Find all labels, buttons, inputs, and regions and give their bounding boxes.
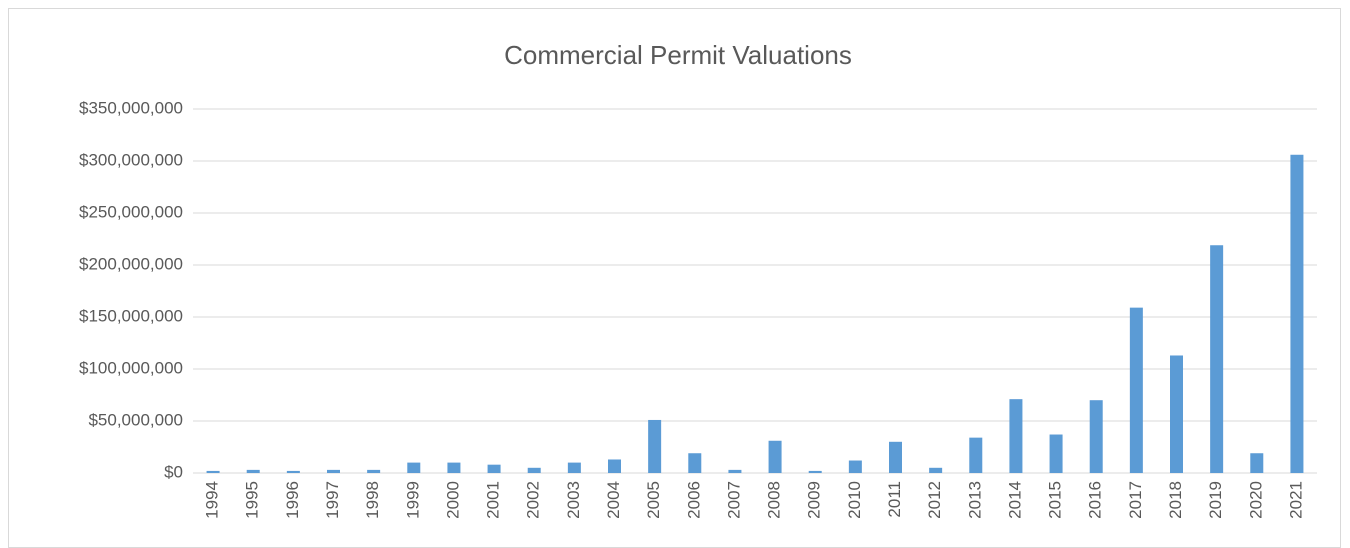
bar — [969, 437, 983, 473]
y-tick-label: $300,000,000 — [79, 150, 183, 169]
y-tick-label: $0 — [164, 462, 183, 481]
bar — [1290, 154, 1304, 473]
y-tick-label: $100,000,000 — [79, 358, 183, 377]
bar — [527, 467, 541, 473]
x-tick-label: 2009 — [805, 481, 824, 519]
bar — [567, 462, 581, 473]
y-tick-label: $200,000,000 — [79, 254, 183, 273]
x-tick-label: 2011 — [885, 481, 904, 518]
x-tick-label: 2021 — [1286, 481, 1305, 519]
y-tick-label: $250,000,000 — [79, 202, 183, 221]
bar — [367, 469, 381, 473]
bar — [848, 460, 862, 473]
bar — [1089, 400, 1103, 473]
x-tick-label: 1999 — [403, 481, 422, 519]
x-tick-label: 2005 — [644, 481, 663, 519]
x-tick-label: 1998 — [363, 481, 382, 519]
x-tick-label: 2001 — [484, 481, 503, 519]
bar — [1250, 453, 1264, 473]
x-tick-label: 2006 — [684, 481, 703, 519]
y-tick-label: $150,000,000 — [79, 306, 183, 325]
x-tick-label: 2017 — [1126, 481, 1145, 519]
x-tick-label: 2004 — [604, 481, 623, 519]
bar — [447, 462, 461, 473]
chart-title: Commercial Permit Valuations — [504, 40, 852, 70]
x-tick-label: 1994 — [203, 481, 222, 519]
bar — [407, 462, 421, 473]
x-tick-label: 2019 — [1206, 481, 1225, 519]
bar — [929, 467, 943, 473]
x-tick-label: 2018 — [1166, 481, 1185, 519]
x-tick-label: 2002 — [524, 481, 543, 519]
bar — [648, 419, 662, 473]
bar — [728, 469, 742, 473]
x-tick-label: 2008 — [765, 481, 784, 519]
x-tick-label: 2007 — [724, 481, 743, 519]
x-tick-label: 2013 — [965, 481, 984, 519]
x-tick-label: 2014 — [1005, 481, 1024, 519]
x-tick-label: 2010 — [845, 481, 864, 519]
x-tick-label: 2016 — [1086, 481, 1105, 519]
bar — [487, 464, 501, 473]
bar — [688, 453, 702, 473]
x-tick-label: 1997 — [323, 481, 342, 519]
bar — [206, 470, 220, 473]
bar — [327, 469, 340, 473]
bar — [1170, 355, 1183, 473]
bar — [608, 459, 621, 473]
x-tick-label: 2000 — [443, 481, 462, 519]
y-tick-label: $50,000,000 — [88, 410, 183, 429]
bar — [1129, 307, 1143, 473]
x-tick-label: 2003 — [564, 481, 583, 519]
bar — [808, 470, 822, 473]
bar — [246, 469, 260, 473]
x-tick-label: 2020 — [1246, 481, 1265, 519]
bar — [1009, 399, 1023, 473]
x-tick-label: 1996 — [283, 481, 302, 519]
y-tick-label: $350,000,000 — [79, 98, 183, 117]
bar — [889, 441, 902, 473]
bar — [1049, 434, 1063, 473]
bar — [1210, 245, 1224, 473]
x-tick-label: 2015 — [1046, 481, 1065, 519]
bar — [768, 440, 782, 473]
x-tick-label: 1995 — [243, 481, 262, 519]
x-tick-label: 2012 — [925, 481, 944, 519]
bar — [286, 470, 300, 473]
